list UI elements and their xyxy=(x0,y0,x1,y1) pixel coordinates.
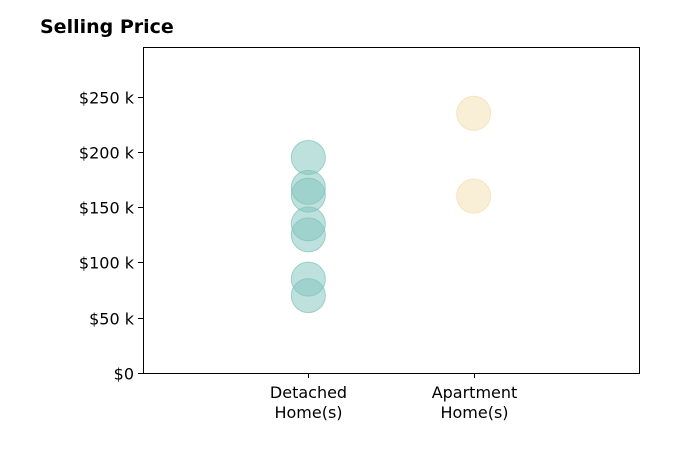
y-tick-label: $250 k xyxy=(79,89,135,108)
data-point xyxy=(290,217,326,253)
x-tick-label: Apartment Home(s) xyxy=(432,383,518,422)
y-tick-label: $100 k xyxy=(79,254,135,273)
data-point xyxy=(456,95,492,131)
data-point xyxy=(290,140,326,176)
x-axis-ticks: Detached Home(s) Apartment Home(s) xyxy=(270,373,517,422)
y-tick-label: $0 xyxy=(114,365,134,384)
y-tick-label: $150 k xyxy=(79,199,135,218)
y-axis-ticks: $0 $50 k $100 k $150 k $200 k $250 k xyxy=(79,89,143,384)
x-tick-label: Detached Home(s) xyxy=(270,383,347,422)
plot-area-frame xyxy=(143,47,640,374)
data-point xyxy=(456,178,492,214)
y-tick-label: $200 k xyxy=(79,144,135,163)
chart-title: Selling Price xyxy=(40,16,174,38)
data-point xyxy=(290,278,326,314)
data-points xyxy=(290,95,492,314)
y-tick-label: $50 k xyxy=(89,310,135,329)
